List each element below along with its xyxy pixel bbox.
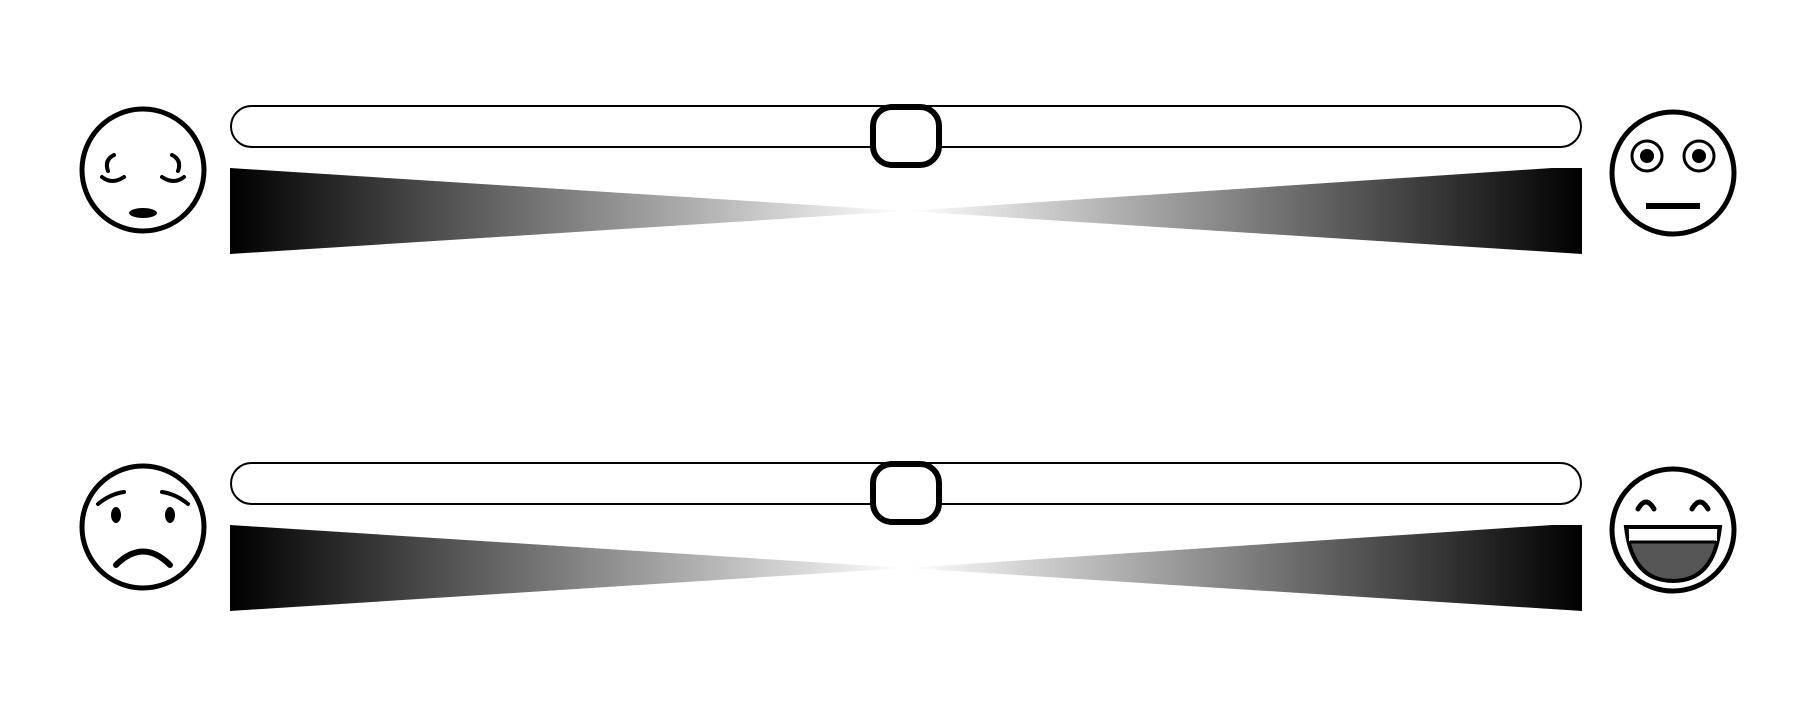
right-wedge	[906, 168, 1582, 254]
right-wedge	[906, 525, 1582, 611]
slider-thumb[interactable]	[870, 461, 942, 525]
intensity-wedges	[230, 168, 1582, 258]
relaxed-face-icon	[78, 105, 208, 235]
slider-track[interactable]	[230, 462, 1582, 505]
intensity-wedges	[230, 525, 1582, 615]
left-wedge	[230, 525, 906, 611]
left-wedge	[230, 168, 906, 254]
scale-relaxed-alert	[0, 95, 1800, 295]
slider-track[interactable]	[230, 105, 1582, 148]
scale-sad-happy	[0, 452, 1800, 652]
slider-thumb[interactable]	[870, 104, 942, 168]
laughing-face-icon	[1608, 465, 1738, 595]
alert-wide-eyed-face-icon	[1608, 108, 1738, 238]
sad-face-icon	[78, 462, 208, 592]
